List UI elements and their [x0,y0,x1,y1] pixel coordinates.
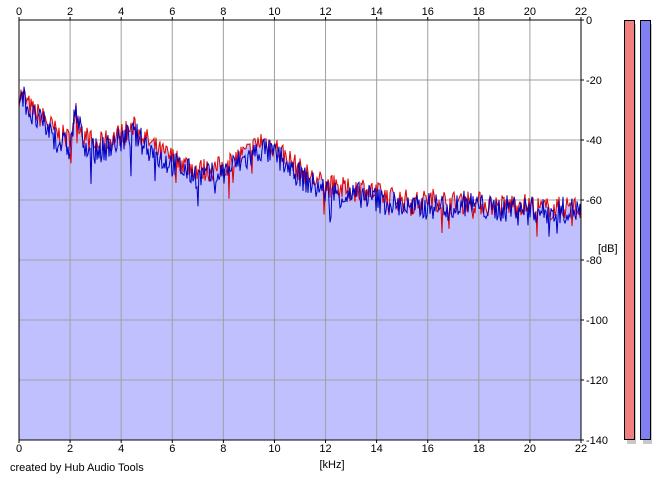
y-tick-label: -20 [586,75,602,87]
x-tick-label-bottom: 4 [118,443,124,455]
x-tick-label-bottom: 8 [220,443,226,455]
x-tick-label-bottom: 6 [169,443,175,455]
x-tick-label-top: 0 [16,6,22,18]
y-tick-label: -80 [586,255,602,267]
x-tick-label-bottom: 18 [473,443,485,455]
x-tick-label-top: 8 [220,6,226,18]
right-channel-meter [640,20,651,440]
x-tick-label-bottom: 14 [371,443,383,455]
x-tick-label-bottom: 16 [422,443,434,455]
x-tick-label-top: 20 [524,6,536,18]
x-tick-label-bottom: 10 [268,443,280,455]
x-tick-label-bottom: 0 [16,443,22,455]
plot-frame [18,19,582,441]
spectrum-fill [19,86,581,440]
x-tick-label-top: 18 [473,6,485,18]
y-tick-label: -40 [586,135,602,147]
x-tick-label-top: 16 [422,6,434,18]
x-tick-label-bottom: 12 [319,443,331,455]
y-tick-label: 0 [586,15,592,27]
x-tick-label-top: 14 [371,6,383,18]
x-tick-label-bottom: 22 [575,443,587,455]
x-axis-label: [kHz] [319,459,344,471]
y-tick-label: -60 [586,195,602,207]
x-tick-label-top: 6 [169,6,175,18]
y-tick-label: -140 [586,435,608,447]
credit-text: created by Hub Audio Tools [10,462,144,474]
x-tick-label-top: 22 [575,6,587,18]
y-axis-label: [dB] [598,243,618,255]
x-tick-label-bottom: 2 [67,443,73,455]
x-tick-label-bottom: 20 [524,443,536,455]
series-line-right [18,86,582,237]
left-channel-meter [624,20,635,440]
x-tick-label-top: 4 [118,6,124,18]
x-tick-label-top: 12 [319,6,331,18]
x-tick-label-top: 10 [268,6,280,18]
x-tick-label-top: 2 [67,6,73,18]
y-tick-label: -120 [586,375,608,387]
y-tick-label: -100 [586,315,608,327]
